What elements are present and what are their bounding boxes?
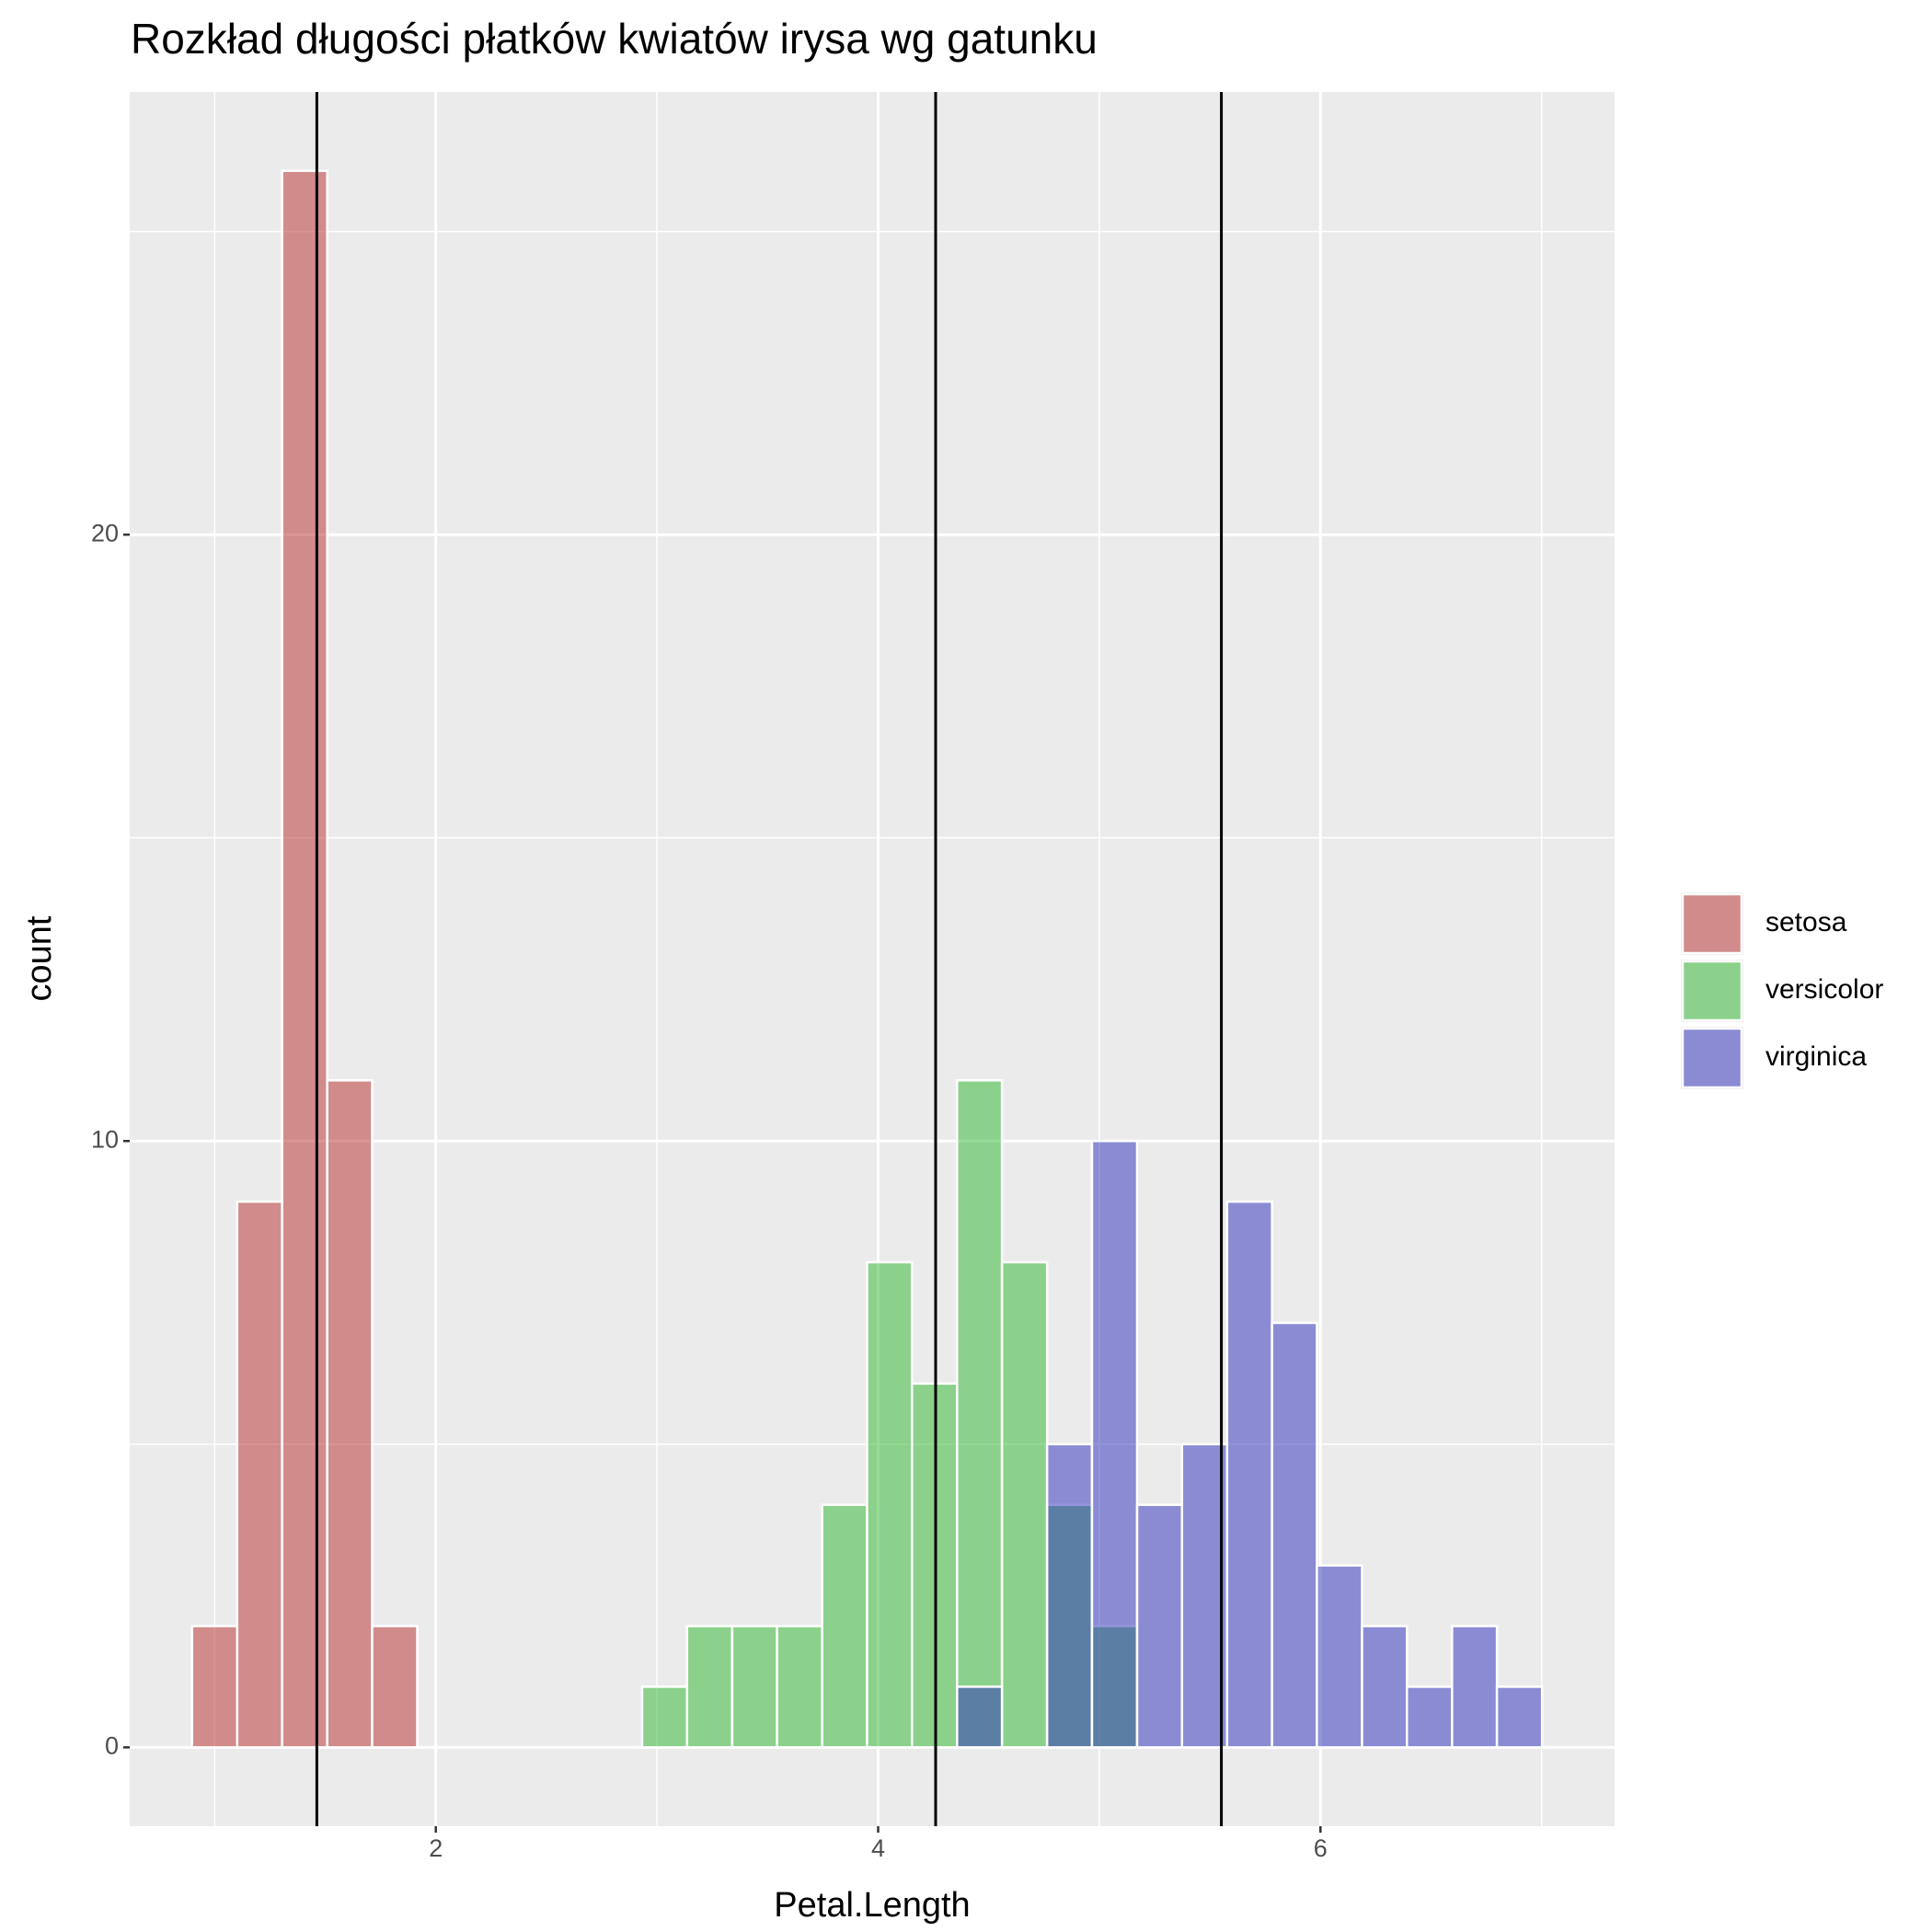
bar bbox=[1045, 1443, 1094, 1749]
bar bbox=[956, 1079, 1004, 1749]
bar bbox=[1180, 1443, 1229, 1749]
x-tick-label: 2 bbox=[429, 1834, 443, 1862]
bar bbox=[730, 1625, 778, 1749]
bar bbox=[1271, 1321, 1318, 1749]
x-tick-label: 4 bbox=[871, 1834, 885, 1862]
bar bbox=[1000, 1260, 1049, 1749]
bar bbox=[281, 169, 328, 1749]
y-tick-label: 10 bbox=[91, 1125, 119, 1153]
bar bbox=[1406, 1685, 1454, 1749]
bar bbox=[326, 1079, 374, 1749]
bar bbox=[1090, 1139, 1139, 1749]
bar bbox=[776, 1625, 823, 1749]
legend-label: virginica bbox=[1765, 1041, 1867, 1072]
bar bbox=[866, 1260, 914, 1749]
x-axis-title: Petal.Length bbox=[774, 1886, 970, 1925]
bar bbox=[1225, 1200, 1273, 1749]
bar bbox=[685, 1625, 734, 1749]
legend-swatch bbox=[1681, 892, 1743, 955]
legend-label: versicolor bbox=[1765, 974, 1883, 1005]
bar bbox=[1316, 1564, 1363, 1749]
bar bbox=[956, 1685, 1004, 1749]
bar bbox=[1451, 1625, 1499, 1749]
bar bbox=[1361, 1625, 1409, 1749]
bar bbox=[1495, 1685, 1544, 1749]
bar bbox=[371, 1625, 419, 1749]
x-tick-label: 6 bbox=[1314, 1834, 1328, 1862]
legend-swatch bbox=[1681, 1027, 1743, 1089]
legend-swatch bbox=[1681, 960, 1743, 1022]
bar bbox=[640, 1685, 689, 1749]
chart-title: Rozkład długości płatków kwiatów irysa w… bbox=[131, 15, 1098, 63]
bar bbox=[236, 1200, 283, 1749]
y-axis-title: count bbox=[20, 915, 59, 1001]
bar bbox=[190, 1625, 239, 1749]
bar bbox=[821, 1503, 868, 1749]
y-tick-label: 0 bbox=[105, 1731, 119, 1759]
legend-label: setosa bbox=[1765, 907, 1847, 937]
bar bbox=[1135, 1503, 1184, 1749]
y-tick-label: 20 bbox=[91, 519, 119, 546]
